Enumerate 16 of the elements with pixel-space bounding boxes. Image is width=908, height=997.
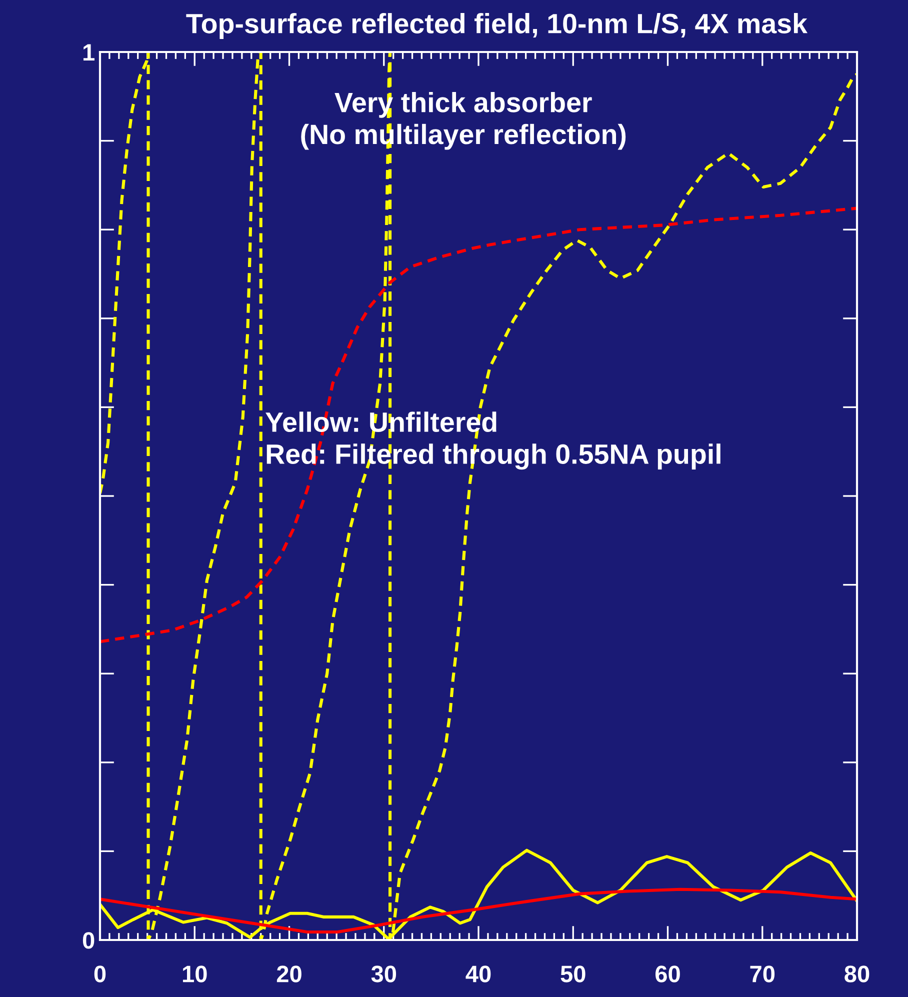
x-tick-label: 70 — [750, 966, 775, 982]
annotation: Yellow: Unfiltered Red: Filtered through 0.55NA pupil — [266, 412, 720, 470]
x-tick-label: 20 — [276, 966, 302, 982]
y-tick-label: 1 — [83, 44, 94, 61]
line-series — [100, 888, 857, 934]
x-tick-label: 50 — [560, 966, 586, 982]
chart-title: Top-surface reflected field, 10-nm L/S, 4X mask — [186, 13, 808, 39]
x-tick-label: 80 — [844, 966, 870, 982]
line-series — [100, 52, 857, 940]
x-tick-label: 0 — [94, 966, 106, 982]
x-tick-label: 40 — [466, 966, 491, 982]
x-tick-label: 60 — [655, 966, 680, 982]
x-tick-label: 30 — [371, 966, 396, 982]
annotation: Very thick absorber (No multilayer reflection) — [301, 92, 626, 150]
line-series — [100, 206, 857, 644]
x-tick-label: 10 — [182, 966, 207, 982]
